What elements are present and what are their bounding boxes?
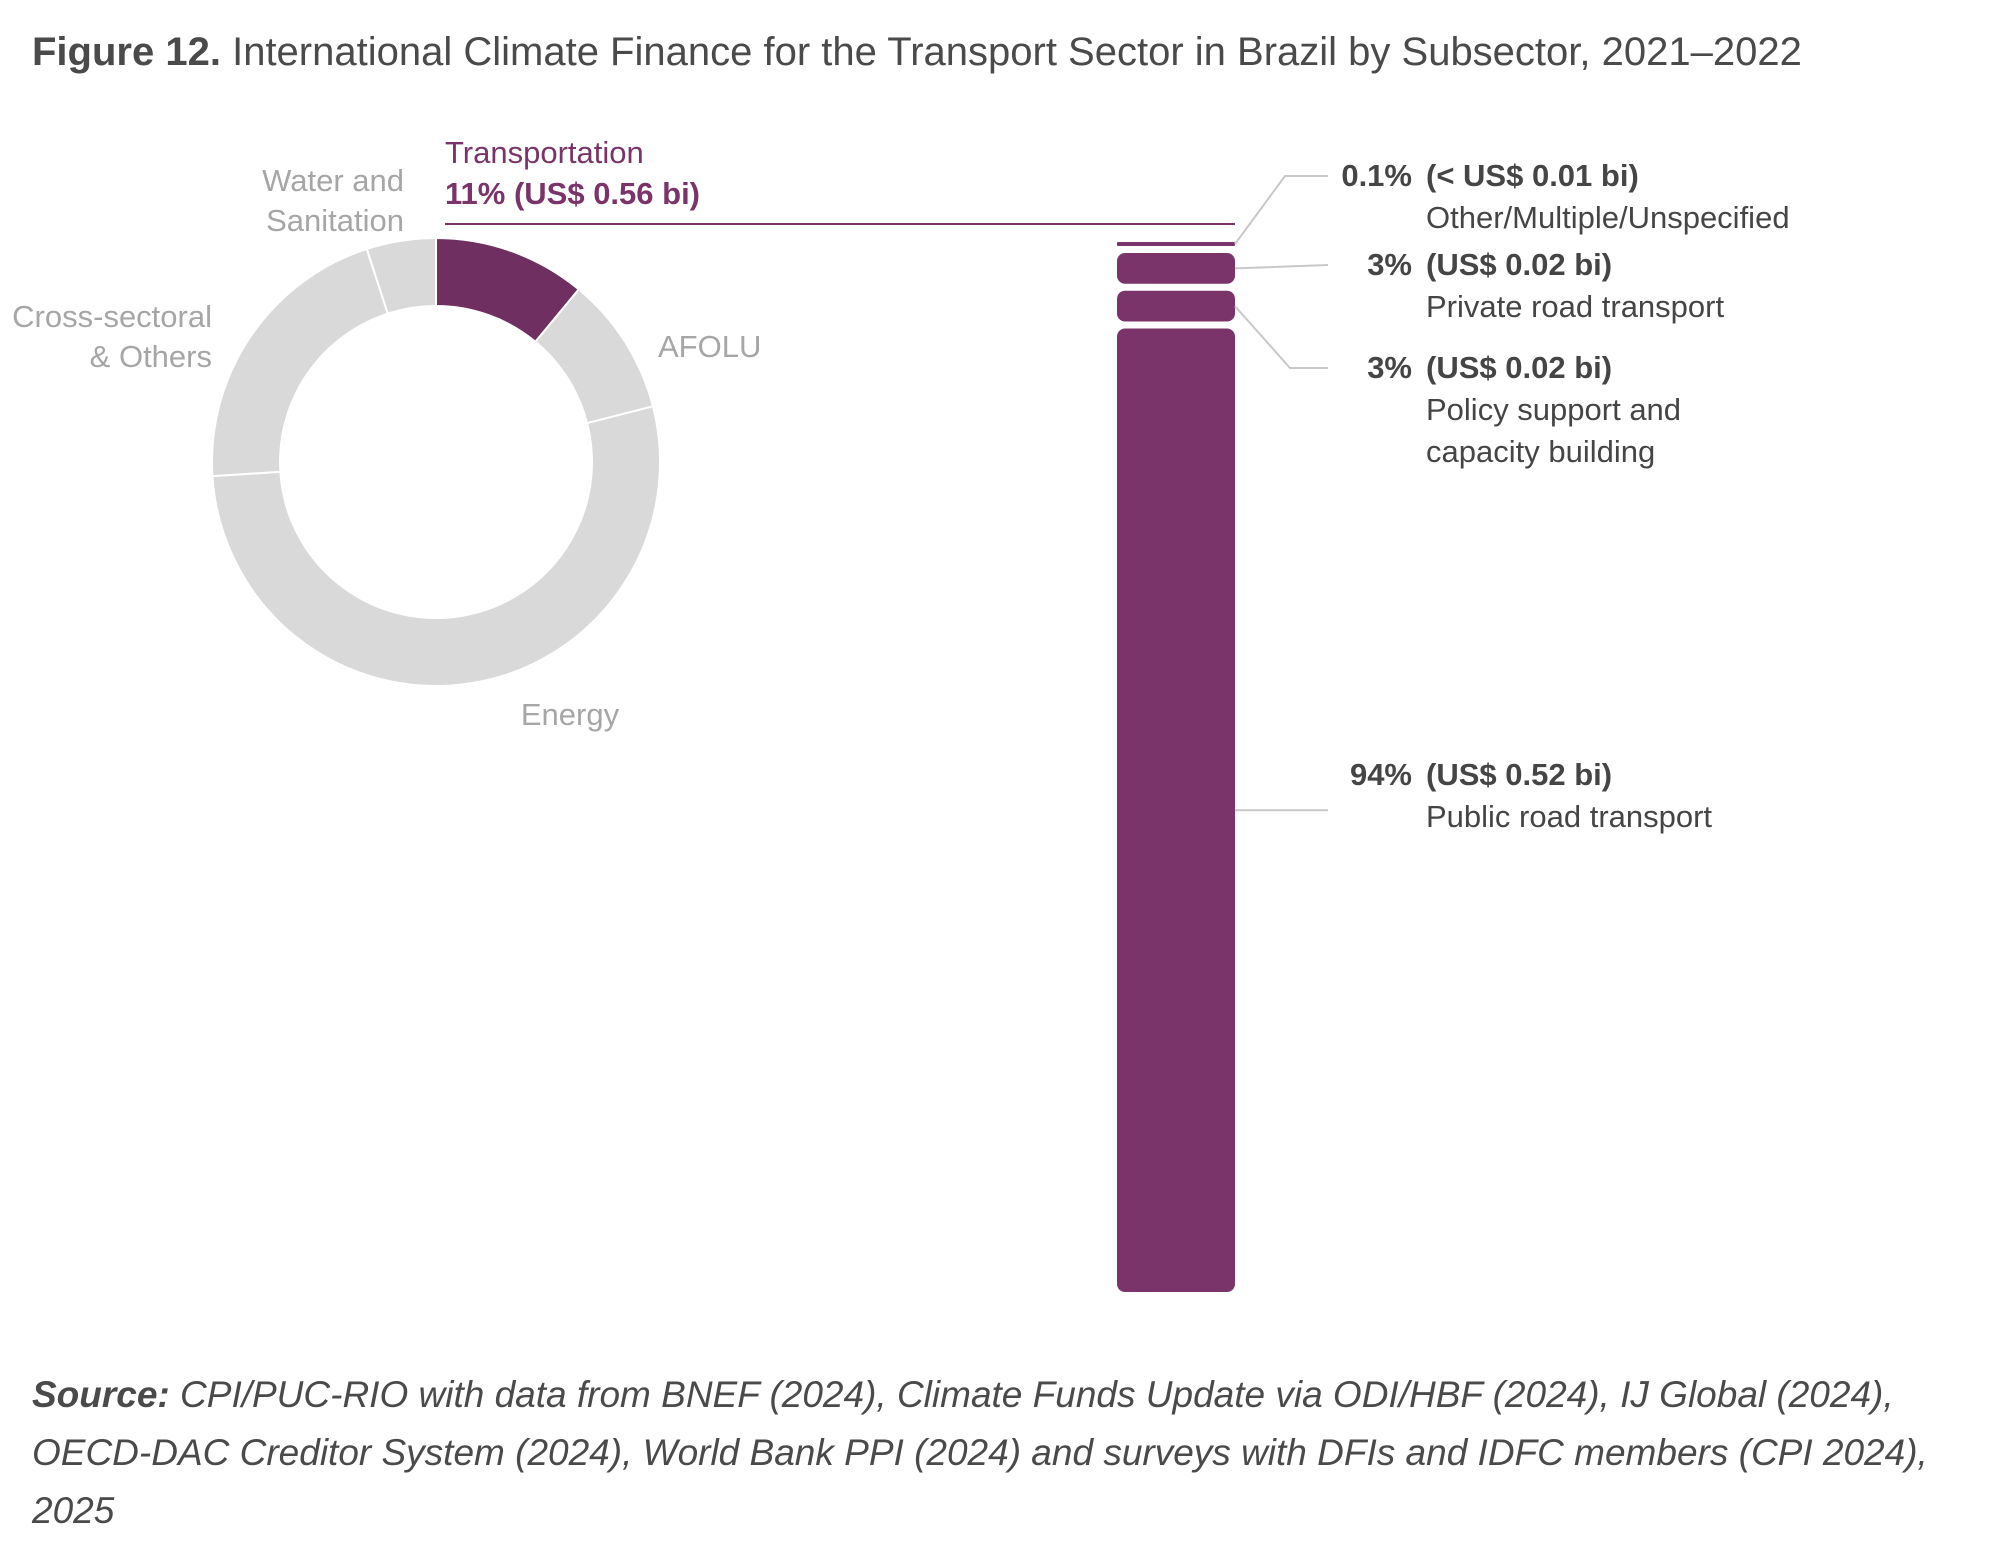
leader-line-policy-support-and-capacity-building (1234, 305, 1328, 369)
chart-annotations: 0.1% (< US$ 0.01 bi) Other/Multiple/Unspec… (1234, 158, 1790, 834)
value-label-other-multiple-unspecified: (< US$ 0.01 bi) (1426, 158, 1639, 193)
value-label-public-road-transport: (US$ 0.52 bi) (1426, 757, 1612, 792)
category-label-public-road-transport-line-1: Public road transport (1426, 799, 1712, 834)
donut-label-water-and-sanitation-line-1: Water and (262, 163, 404, 198)
donut-slice-cross-sectoral-others (211, 247, 390, 478)
source-note: Source: CPI/PUC-RIO with data from BNEF … (32, 1366, 1932, 1540)
source-text: CPI/PUC-RIO with data from BNEF (2024), … (32, 1374, 1928, 1531)
leader-line-other-multiple-unspecified (1234, 175, 1328, 245)
column-segment-other-multiple-unspecified (1117, 242, 1235, 246)
category-label-policy-support-and-capacity-building-line-2: capacity building (1426, 434, 1655, 469)
chart-canvas: AFOLU Energy Cross-sectoral & Others Water a… (12, 135, 1790, 1292)
pct-label-other-multiple-unspecified: 0.1% (1341, 158, 1412, 193)
donut-label-energy: Energy (521, 697, 620, 732)
pct-label-policy-support-and-capacity-building: 3% (1367, 350, 1412, 385)
column-segment-policy-support-and-capacity-building (1117, 290, 1235, 322)
donut-slice-water-and-sanitation (365, 236, 437, 315)
pct-label-private-road-transport: 3% (1367, 247, 1412, 282)
leader-line-private-road-transport (1234, 264, 1329, 270)
transport-callout-value: 11% (US$ 0.56 bi) (445, 176, 700, 211)
transport-callout-label: Transportation (445, 135, 644, 170)
donut-label-afolu: AFOLU (658, 329, 761, 364)
donut-label-cross-sectoral-others-line-1: Cross-sectoral (12, 299, 212, 334)
donut-slice-energy (211, 405, 661, 687)
value-label-policy-support-and-capacity-building: (US$ 0.02 bi) (1426, 350, 1612, 385)
source-lead: Source: (32, 1374, 170, 1415)
category-label-policy-support-and-capacity-building-line-1: Policy support and (1426, 392, 1681, 427)
column-segment-private-road-transport (1117, 253, 1235, 284)
figure-title: Figure 12. International Climate Finance… (32, 30, 1802, 75)
donut-label-cross-sectoral-others-line-2: & Others (90, 339, 212, 374)
stacked-column-chart (1117, 242, 1235, 1292)
donut-chart: AFOLU Energy Cross-sectoral & Others Water a… (12, 135, 1235, 732)
category-label-private-road-transport-line-1: Private road transport (1426, 289, 1724, 324)
donut-label-water-and-sanitation-line-2: Sanitation (266, 203, 404, 238)
figure-title-text: International Climate Finance for the Tr… (232, 30, 1802, 74)
figure-title-lead: Figure 12. (32, 30, 221, 74)
column-segment-public-road-transport (1117, 328, 1235, 1292)
category-label-other-multiple-unspecified-line-1: Other/Multiple/Unspecified (1426, 200, 1790, 235)
pct-label-public-road-transport: 94% (1350, 757, 1412, 792)
value-label-private-road-transport: (US$ 0.02 bi) (1426, 247, 1612, 282)
